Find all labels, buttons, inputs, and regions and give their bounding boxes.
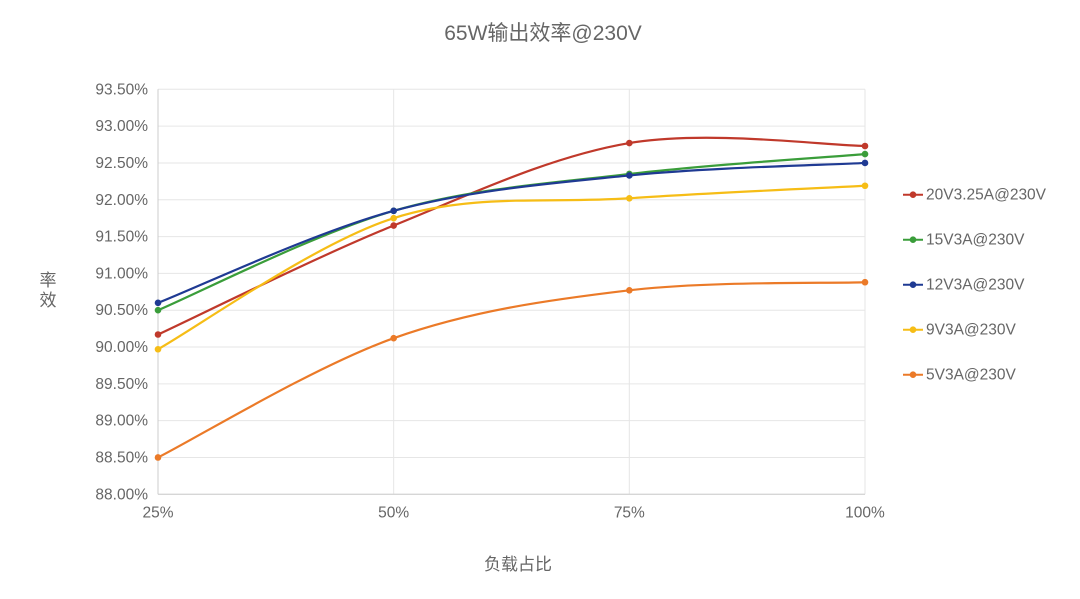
svg-text:15V3A@230V: 15V3A@230V [926,232,1025,249]
svg-text:100%: 100% [845,504,885,521]
svg-text:9V3A@230V: 9V3A@230V [926,322,1017,339]
svg-text:20V3.25A@230V: 20V3.25A@230V [926,187,1047,204]
svg-text:88.50%: 88.50% [95,449,148,466]
svg-text:50%: 50% [378,504,409,521]
svg-text:负载占比: 负载占比 [484,555,552,574]
svg-text:率: 率 [40,271,57,290]
svg-text:91.00%: 91.00% [95,265,148,282]
svg-text:75%: 75% [614,504,645,521]
svg-text:93.00%: 93.00% [95,118,148,135]
svg-text:91.50%: 91.50% [95,229,148,246]
svg-text:5V3A@230V: 5V3A@230V [926,367,1017,384]
svg-text:88.00%: 88.00% [95,486,148,503]
svg-text:12V3A@230V: 12V3A@230V [926,277,1025,294]
svg-text:92.00%: 92.00% [95,192,148,209]
svg-text:92.50%: 92.50% [95,155,148,172]
svg-text:90.50%: 90.50% [95,302,148,319]
svg-text:25%: 25% [142,504,173,521]
svg-text:93.50%: 93.50% [95,81,148,98]
svg-text:效: 效 [40,291,57,310]
svg-text:89.00%: 89.00% [95,413,148,430]
svg-text:90.00%: 90.00% [95,339,148,356]
svg-text:65W输出效率@230V: 65W输出效率@230V [444,22,642,45]
svg-text:89.50%: 89.50% [95,376,148,393]
